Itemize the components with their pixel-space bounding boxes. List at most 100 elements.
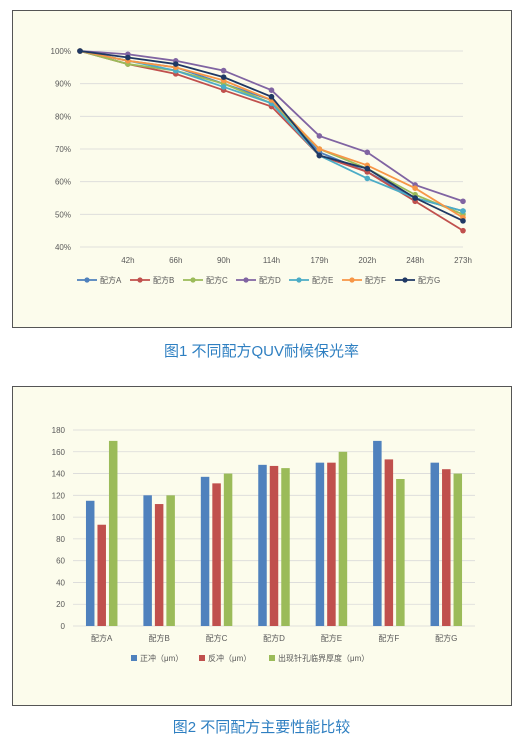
x-tick-label: 273h [454,256,472,265]
x-tick-label: 66h [169,256,182,265]
legend-label: 配方B [153,275,174,285]
y-tick-label: 50% [55,210,71,219]
legend-swatch [269,655,275,661]
bar [430,462,440,626]
y-tick-label: 180 [52,426,66,435]
data-point [460,227,466,234]
legend-label: 配方E [312,275,333,285]
bar [85,500,95,626]
legend-marker [190,277,196,283]
figure2-caption: 图2 不同配方主要性能比较 [172,719,351,736]
data-point [125,54,131,61]
y-tick-label: 140 [52,470,66,479]
bar [338,451,348,626]
x-tick-label: 248h [406,256,424,265]
y-tick-label: 160 [52,448,66,457]
x-tick-label: 配方G [435,633,457,643]
legend-label: 正冲（μm） [140,653,183,663]
y-tick-label: 40 [56,578,65,587]
legend-marker [402,277,408,283]
x-tick-label: 配方F [378,633,399,643]
bar [212,483,221,626]
y-tick-label: 0 [61,622,66,631]
data-point [220,67,227,74]
x-tick-label: 114h [263,256,280,265]
data-point [412,185,418,191]
data-point [316,146,323,152]
bar [373,440,382,626]
legend-swatch [199,655,205,661]
y-tick-label: 60 [56,557,65,566]
y-tick-label: 40% [55,243,71,252]
legend-label: 配方D [259,275,281,285]
bar [258,464,267,626]
bar [200,476,210,626]
bar [315,462,325,626]
y-tick-label: 80% [55,112,71,121]
x-tick-label: 179h [310,256,328,265]
bar [108,440,118,626]
data-point [316,133,323,139]
y-tick-label: 100 [52,513,66,522]
x-tick-label: 202h [358,256,376,265]
series-line [79,50,464,232]
x-tick-label: 配方A [91,633,113,643]
bar [269,465,279,626]
y-tick-label: 20 [56,600,65,609]
bar-chart-panel: 0 20 40 60 80 100 120 140 160 180 配方A 配方B 配方C 配方D 配方E 配… [12,386,512,706]
bar [281,468,290,626]
legend-marker [243,277,249,283]
x-tick-label: 配方C [206,633,228,643]
legend-label: 反冲（μm） [208,653,251,663]
legend-label: 配方G [418,275,440,285]
legend-label: 配方A [100,275,122,285]
y-tick-label: 80 [56,535,65,544]
data-point [172,61,179,67]
y-tick-label: 60% [55,178,71,187]
bar [396,479,405,626]
series-line [79,50,464,216]
data-point [220,84,227,90]
data-point [364,165,371,172]
y-tick-label: 120 [52,491,66,500]
bar [327,462,336,626]
x-tick-label: 配方B [148,633,169,643]
bar [384,459,394,626]
y-tick-label: 90% [55,80,71,89]
legend-swatch [131,655,137,661]
x-tick-label: 配方E [321,633,342,643]
legend-marker [296,277,302,283]
series-line [79,50,464,212]
y-tick-label: 70% [55,145,71,154]
y-tick-label: 100% [51,47,71,56]
bar [442,469,451,626]
data-point [268,87,275,93]
figure1-caption: 图1 不同配方QUV耐候保光率 [163,343,360,360]
legend-marker [349,277,355,283]
legend-marker [84,277,90,283]
legend-label: 配方C [206,275,228,285]
data-point [412,195,418,201]
legend-marker [137,277,143,283]
line-chart-panel: 40% 50% 60% 70% 80% 90% 100% 42h 66h 90h 114h 179h 2… [12,10,512,328]
x-tick-label: 90h [217,256,230,265]
line-chart: 40% 50% 60% 70% 80% 90% 100% 42h 66h 90h 114h 179h 2… [51,47,472,285]
data-point [220,74,227,80]
bar [166,495,175,626]
data-point [460,198,466,205]
bar [453,473,463,626]
bar-chart: 0 20 40 60 80 100 120 140 160 180 配方A 配方B 配方C 配方D 配方E 配… [52,426,475,663]
legend-label: 出现针孔临界厚度（μm） [278,653,369,663]
data-point [364,149,371,156]
x-tick-label: 配方D [263,633,285,643]
data-point [460,208,466,214]
bar [223,473,233,626]
series-line [79,50,464,203]
series-line [79,50,464,212]
data-point [316,152,323,159]
bar [154,504,164,626]
legend-label: 配方F [365,275,386,285]
data-point [268,93,275,100]
bar [143,495,152,626]
data-point [77,48,83,54]
